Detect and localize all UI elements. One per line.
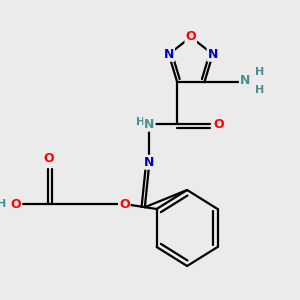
Text: N: N: [164, 48, 174, 61]
Text: O: O: [43, 152, 54, 166]
Text: H: H: [120, 197, 129, 207]
Text: N: N: [144, 156, 154, 169]
Text: O: O: [185, 31, 196, 44]
Text: H: H: [0, 199, 6, 209]
Text: N: N: [240, 74, 250, 87]
Text: N: N: [208, 48, 218, 61]
Text: H: H: [255, 85, 265, 95]
Text: H: H: [255, 67, 265, 77]
Text: O: O: [11, 197, 21, 211]
Text: O: O: [119, 197, 130, 211]
Text: H: H: [136, 117, 145, 127]
Text: N: N: [144, 118, 154, 131]
Text: O: O: [214, 118, 224, 131]
